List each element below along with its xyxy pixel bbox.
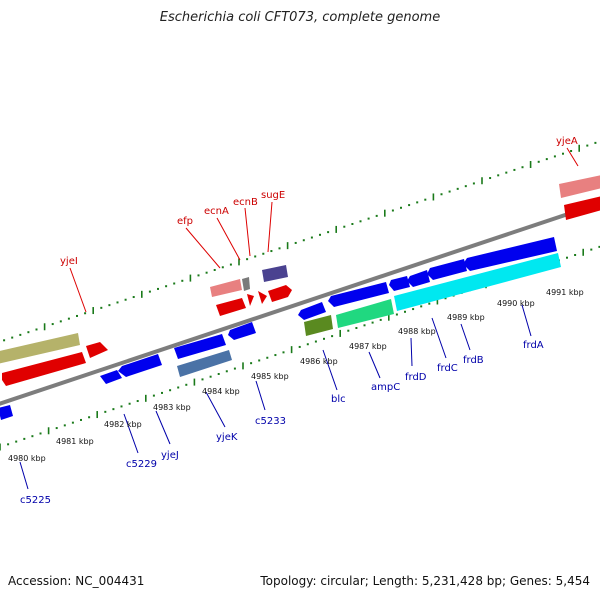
kbp-label: 4984 kbp [202, 387, 240, 396]
reverse-gene-labels: c5225 c5229 yjeJ yjeK c5233 blc ampC frd… [20, 340, 544, 506]
gene-feature-red[interactable] [2, 352, 86, 386]
topology-summary: Topology: circular; Length: 5,231,428 bp… [260, 574, 590, 588]
gene-feature-frdC[interactable] [407, 270, 430, 287]
forward-tick-row [3, 141, 597, 342]
gene-label-frdD[interactable]: frdD [405, 372, 427, 383]
gene-label-frdA[interactable]: frdA [523, 340, 544, 351]
gene-feature-ecnA[interactable] [242, 277, 250, 291]
gene-feature-yjeA[interactable] [559, 175, 600, 198]
gene-feature-frd-cyan[interactable] [394, 253, 561, 311]
gene-feature-efp-red[interactable] [216, 298, 246, 316]
kbp-label: 4982 kbp [104, 420, 142, 429]
gene-feature-blc-green[interactable] [304, 315, 333, 336]
gene-feature-efp[interactable] [210, 279, 242, 297]
gene-label-c5233[interactable]: c5233 [255, 416, 286, 427]
gene-feature-frdD[interactable] [389, 276, 410, 291]
kbp-label: 4980 kbp [8, 454, 46, 463]
forward-gene-labels: yjeI efp ecnA ecnB sugE yjeA [60, 136, 578, 267]
kbp-scale-labels: 4980 kbp 4981 kbp 4982 kbp 4983 kbp 4984… [8, 288, 584, 463]
gene-feature-yjeA-red[interactable] [564, 196, 600, 220]
genome-backbone [0, 201, 600, 406]
forward-strand-features [0, 175, 600, 386]
gene-feature-sugE-small[interactable] [258, 291, 267, 304]
gene-label-ecnB[interactable]: ecnB [233, 197, 258, 208]
kbp-label: 4991 kbp [546, 288, 584, 297]
kbp-label: 4983 kbp [153, 403, 191, 412]
kbp-label: 4981 kbp [56, 437, 94, 446]
forward-leaders [69, 147, 579, 313]
gene-feature-c5225[interactable] [0, 405, 13, 420]
gene-feature-yjeJ[interactable] [118, 354, 162, 377]
gene-feature-frdB[interactable] [427, 259, 467, 280]
gene-label-yjeJ[interactable]: yjeJ [161, 450, 179, 461]
kbp-label: 4989 kbp [447, 313, 485, 322]
gene-feature-c5229[interactable] [100, 370, 122, 384]
gene-feature-ampC-green[interactable] [336, 299, 394, 328]
gene-label-frdC[interactable]: frdC [437, 363, 458, 374]
gene-feature-yjeK[interactable] [174, 334, 226, 359]
map-title: Escherichia coli CFT073, complete genome [159, 10, 441, 25]
gene-label-blc[interactable]: blc [331, 394, 346, 405]
gene-label-c5229[interactable]: c5229 [126, 459, 157, 470]
gene-label-yjeK[interactable]: yjeK [216, 432, 238, 443]
gene-feature-olive[interactable] [0, 333, 80, 364]
gene-feature-blc[interactable] [298, 302, 326, 320]
gene-feature-red[interactable] [86, 342, 108, 358]
kbp-label: 4986 kbp [300, 357, 338, 366]
reverse-strand-features [0, 237, 561, 420]
gene-label-yjeI[interactable]: yjeI [60, 256, 78, 267]
gene-label-sugE[interactable]: sugE [261, 190, 285, 201]
gene-feature-c5233[interactable] [228, 322, 256, 340]
gene-feature-ecnB[interactable] [247, 294, 254, 306]
gene-feature-ampC[interactable] [328, 282, 389, 307]
kbp-label: 4990 kbp [497, 299, 535, 308]
gene-label-c5225[interactable]: c5225 [20, 495, 51, 506]
reverse-leaders [19, 304, 532, 490]
gene-label-yjeA[interactable]: yjeA [556, 136, 578, 147]
gene-feature-frdA[interactable] [463, 237, 557, 271]
gene-label-ampC[interactable]: ampC [371, 382, 400, 393]
kbp-label: 4988 kbp [398, 327, 436, 336]
kbp-label: 4985 kbp [251, 372, 289, 381]
kbp-label: 4987 kbp [349, 342, 387, 351]
gene-feature-sugE[interactable] [262, 265, 288, 282]
gene-feature-red[interactable] [268, 285, 292, 302]
gene-label-frdB[interactable]: frdB [463, 355, 484, 366]
gene-label-efp[interactable]: efp [177, 216, 193, 227]
gene-label-ecnA[interactable]: ecnA [204, 206, 229, 217]
gene-feature-yjeK-dark[interactable] [177, 350, 232, 377]
accession-text: Accession: NC_004431 [8, 574, 145, 588]
